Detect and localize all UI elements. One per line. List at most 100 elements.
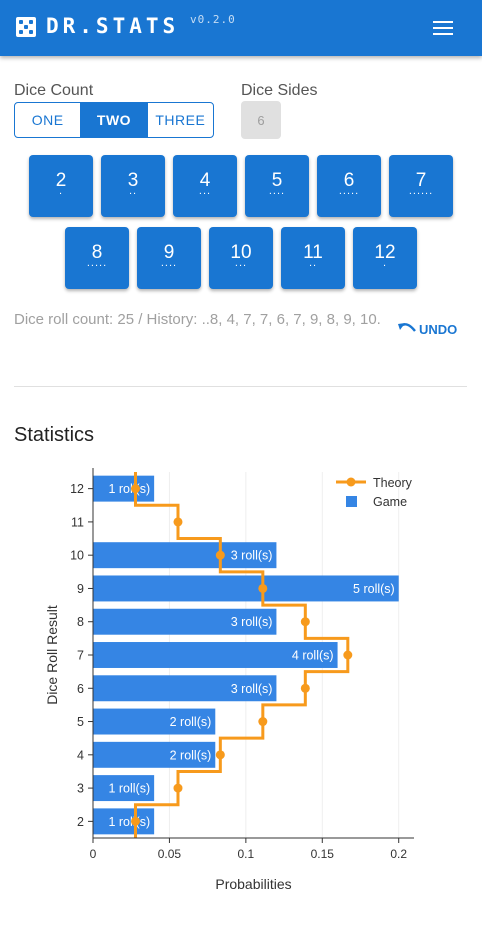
bar-label: 3 roll(s) bbox=[231, 682, 273, 696]
dice-result-button[interactable]: 4... bbox=[173, 155, 237, 217]
dice-result-button[interactable]: 9.... bbox=[137, 227, 201, 289]
statistics-title: Statistics bbox=[14, 424, 95, 446]
bar-label: 3 roll(s) bbox=[231, 615, 273, 629]
game-bar bbox=[93, 542, 277, 569]
dice-sides-button[interactable]: 6 bbox=[241, 101, 281, 139]
game-bar bbox=[93, 775, 155, 802]
theory-point bbox=[300, 683, 310, 693]
game-bar bbox=[93, 708, 216, 735]
bar-label: 2 roll(s) bbox=[170, 715, 212, 729]
menu-icon[interactable] bbox=[430, 18, 456, 38]
theory-point bbox=[258, 717, 268, 727]
legend-game-swatch bbox=[346, 496, 357, 507]
dice-result-button[interactable]: 12. bbox=[353, 227, 417, 289]
dice-result-value: 7 bbox=[415, 170, 427, 191]
theory-point bbox=[173, 783, 183, 793]
dice-logo-icon bbox=[16, 17, 36, 37]
dice-result-dots: .... bbox=[268, 185, 286, 197]
theory-point bbox=[343, 650, 353, 660]
theory-point bbox=[215, 750, 225, 760]
game-bar bbox=[93, 608, 277, 635]
theory-point bbox=[215, 550, 225, 560]
game-bar bbox=[93, 741, 216, 768]
y-tick-label: 5 bbox=[77, 715, 84, 729]
game-bar bbox=[93, 808, 155, 835]
theory-point bbox=[173, 517, 183, 527]
y-tick-label: 2 bbox=[77, 815, 84, 829]
x-tick-label: 0 bbox=[90, 847, 97, 861]
undo-button[interactable]: UNDO bbox=[397, 319, 457, 339]
dice-count-three-button[interactable]: THREE bbox=[146, 103, 213, 137]
bar-label: 5 roll(s) bbox=[353, 582, 395, 596]
dice-result-dots: . bbox=[58, 185, 64, 197]
dice-result-value: 11 bbox=[303, 242, 323, 263]
dice-count-toggle: ONE TWO THREE bbox=[14, 102, 214, 138]
game-bar bbox=[93, 475, 155, 502]
bar-label: 4 roll(s) bbox=[292, 649, 334, 663]
dice-count-one-button[interactable]: ONE bbox=[31, 112, 64, 128]
x-tick-label: 0.05 bbox=[158, 847, 182, 861]
undo-label: UNDO bbox=[419, 321, 458, 337]
legend-game-label: Game bbox=[373, 495, 407, 509]
dice-result-dots: ... bbox=[198, 185, 212, 197]
dice-result-dots: .. bbox=[128, 185, 138, 197]
bar-label: 1 roll(s) bbox=[108, 482, 150, 496]
theory-point bbox=[258, 583, 268, 593]
legend-theory-marker bbox=[346, 477, 356, 487]
theory-point bbox=[300, 617, 310, 627]
x-tick-label: 0.15 bbox=[311, 847, 335, 861]
dice-result-value: 10 bbox=[230, 242, 252, 263]
dice-result-value: 6 bbox=[343, 170, 355, 191]
bar-label: 3 roll(s) bbox=[231, 549, 273, 563]
dice-result-dots: ... bbox=[234, 257, 248, 269]
y-tick-label: 11 bbox=[71, 515, 84, 529]
roll-probability-chart: 1 roll(s) 1 roll(s) 2 roll(s) 2 roll(s) 3 ro… bbox=[44, 468, 414, 892]
bar-label: 1 roll(s) bbox=[108, 782, 150, 796]
roll-history-text: Dice roll count: 25 / History: ..8, 4, 7… bbox=[14, 311, 381, 328]
dice-result-value: 12 bbox=[374, 242, 396, 263]
dice-result-dots: ..... bbox=[86, 257, 108, 269]
dice-count-label: Dice Count bbox=[14, 82, 94, 99]
x-tick-label: 0.1 bbox=[238, 847, 255, 861]
x-axis-label: Probabilities bbox=[215, 876, 291, 892]
x-tick-label: 0.2 bbox=[390, 847, 407, 861]
y-tick-label: 4 bbox=[77, 748, 84, 762]
dice-result-button[interactable]: 11.. bbox=[281, 227, 345, 289]
dice-sides-label: Dice Sides bbox=[241, 82, 318, 99]
y-tick-label: 9 bbox=[77, 582, 84, 596]
dice-result-value: 8 bbox=[91, 242, 103, 263]
bar-label: 1 roll(s) bbox=[108, 815, 150, 829]
undo-icon bbox=[398, 323, 416, 332]
section-divider bbox=[14, 386, 467, 387]
app-bar: DR.STATS v0.2.0 bbox=[0, 0, 482, 56]
app-title: DR.STATS bbox=[46, 14, 180, 38]
dice-result-button[interactable]: 5.... bbox=[245, 155, 309, 217]
dice-result-button[interactable]: 8..... bbox=[65, 227, 129, 289]
game-bar bbox=[93, 642, 338, 668]
y-axis-label: Dice Roll Result bbox=[44, 605, 60, 705]
game-bar bbox=[93, 575, 399, 602]
y-tick-label: 3 bbox=[77, 782, 84, 796]
dice-result-value: 4 bbox=[199, 170, 211, 191]
dice-result-value: 2 bbox=[55, 170, 67, 191]
dice-result-value: 3 bbox=[127, 170, 139, 191]
dice-result-value: 5 bbox=[271, 170, 283, 191]
dice-result-button[interactable]: 6..... bbox=[317, 155, 381, 217]
dice-result-button[interactable]: 3.. bbox=[101, 155, 165, 217]
y-tick-label: 12 bbox=[70, 482, 84, 496]
dice-result-button[interactable]: 2. bbox=[29, 155, 93, 217]
y-tick-label: 10 bbox=[70, 549, 84, 563]
bar-label: 2 roll(s) bbox=[170, 748, 212, 762]
theory-point bbox=[130, 816, 140, 826]
dice-result-dots: ...... bbox=[408, 185, 434, 197]
legend-theory-label: Theory bbox=[373, 476, 413, 490]
dice-result-value: 9 bbox=[163, 242, 175, 263]
app-version: v0.2.0 bbox=[190, 13, 236, 26]
dice-result-button[interactable]: 10... bbox=[209, 227, 273, 289]
dice-result-button[interactable]: 7...... bbox=[389, 155, 453, 217]
dice-count-two-button[interactable]: TWO bbox=[80, 103, 147, 137]
dice-result-dots: ..... bbox=[338, 185, 360, 197]
y-tick-label: 8 bbox=[77, 615, 84, 629]
dice-result-dots: . bbox=[382, 257, 388, 269]
y-tick-label: 6 bbox=[77, 682, 84, 696]
